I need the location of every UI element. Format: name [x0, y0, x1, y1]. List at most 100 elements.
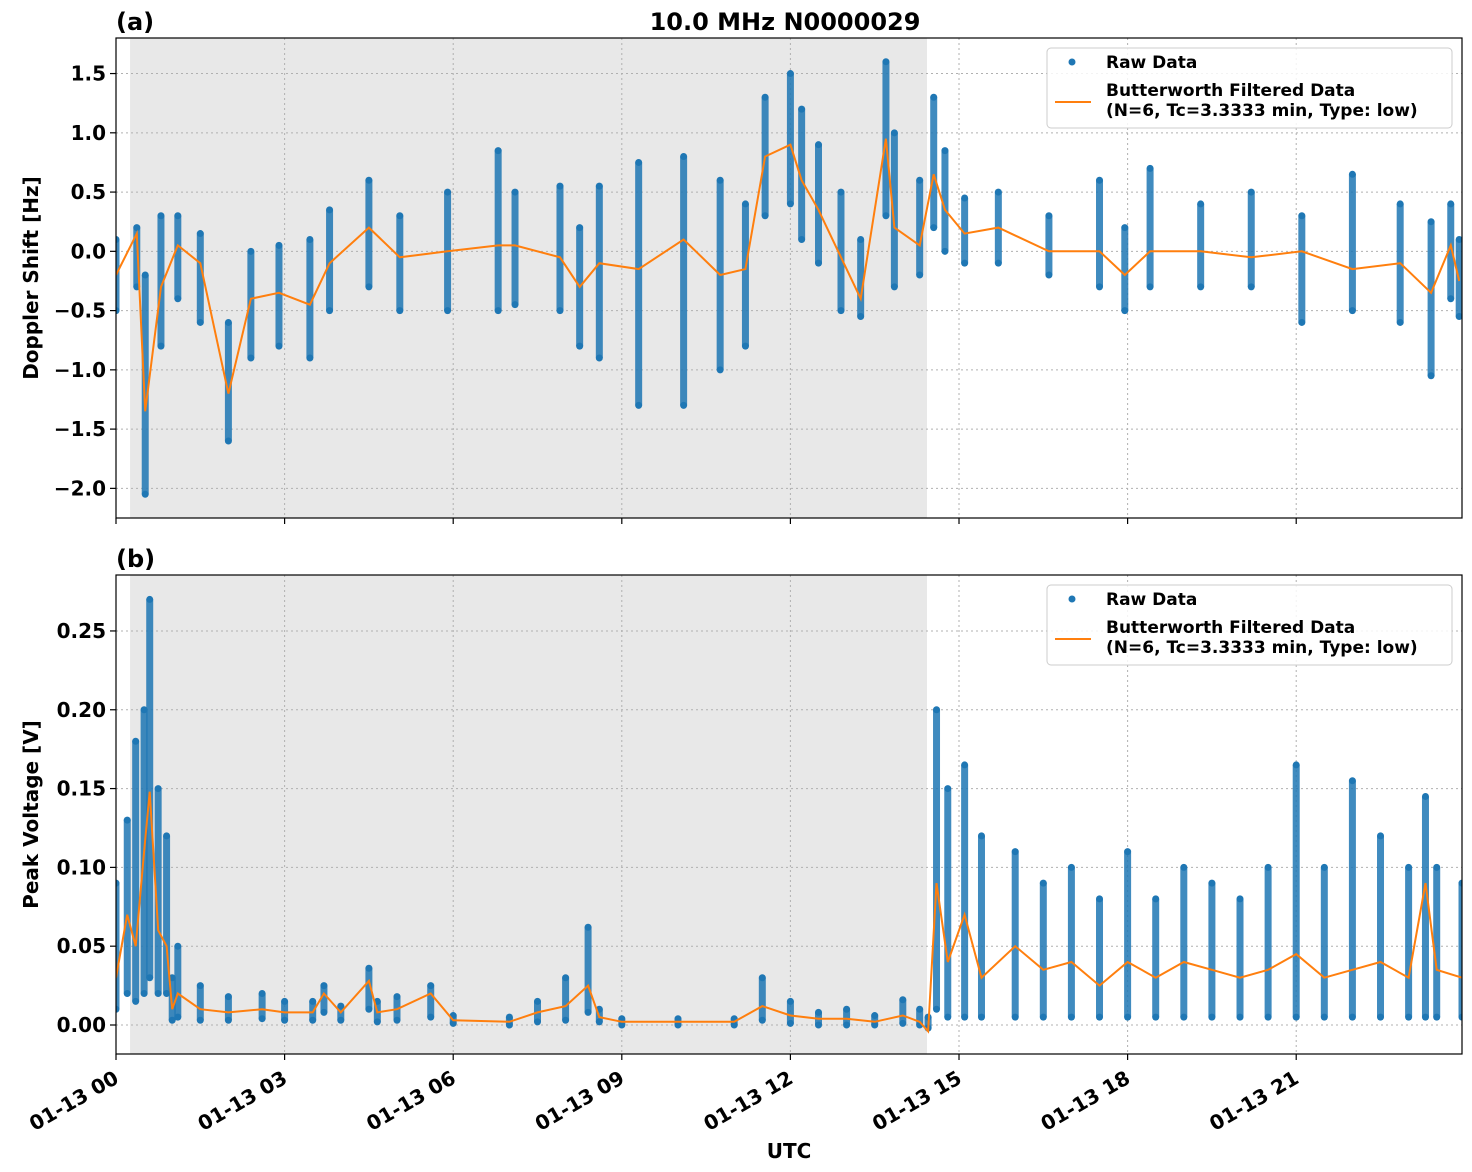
- raw-point: [326, 307, 334, 315]
- x-tick-label: 01-13 21: [1205, 1066, 1303, 1136]
- raw-point: [741, 342, 749, 350]
- raw-point: [1197, 200, 1205, 208]
- raw-point: [309, 997, 317, 1005]
- raw-point: [1405, 1013, 1413, 1021]
- raw-point: [882, 212, 890, 220]
- raw-point: [837, 307, 845, 315]
- raw-point: [1427, 372, 1435, 380]
- raw-point: [224, 318, 232, 326]
- y-tick-label: 0.00: [57, 1013, 106, 1037]
- raw-point: [584, 1008, 592, 1016]
- raw-point: [396, 212, 404, 220]
- raw-point: [798, 105, 806, 113]
- raw-point: [174, 295, 182, 303]
- x-tick-label: 01-13 18: [1037, 1066, 1135, 1136]
- raw-point: [1264, 1013, 1272, 1021]
- raw-point: [505, 1013, 513, 1021]
- raw-point: [281, 997, 289, 1005]
- raw-point: [132, 737, 140, 745]
- raw-point: [1208, 879, 1216, 887]
- raw-point: [1348, 1013, 1356, 1021]
- raw-point: [977, 832, 985, 840]
- shade: [130, 575, 927, 1054]
- raw-point: [758, 974, 766, 982]
- raw-point: [534, 997, 542, 1005]
- raw-point: [871, 1012, 879, 1020]
- y-tick-label: 1.5: [71, 62, 106, 86]
- raw-point: [140, 989, 148, 997]
- raw-point: [1348, 777, 1356, 785]
- raw-point: [1405, 863, 1413, 871]
- raw-point: [444, 307, 452, 315]
- x-tick-label: 01-13 12: [699, 1066, 797, 1136]
- raw-point: [258, 1015, 266, 1023]
- panel-label: (b): [116, 545, 155, 573]
- raw-point: [1067, 1013, 1075, 1021]
- raw-point: [1197, 283, 1205, 291]
- y-tick-label: 0.0: [71, 239, 106, 263]
- raw-point: [1146, 283, 1154, 291]
- raw-point: [494, 307, 502, 315]
- x-tick-label: 01-13 06: [362, 1066, 460, 1136]
- raw-point: [730, 1021, 738, 1029]
- raw-point: [309, 1016, 317, 1024]
- raw-point: [584, 923, 592, 931]
- raw-point: [786, 1019, 794, 1027]
- raw-point: [1180, 863, 1188, 871]
- raw-point: [1292, 761, 1300, 769]
- raw-point: [427, 1013, 435, 1021]
- raw-point: [326, 206, 334, 214]
- raw-point: [857, 235, 865, 243]
- raw-point: [393, 1016, 401, 1024]
- raw-point: [815, 259, 823, 267]
- raw-point: [320, 1008, 328, 1016]
- raw-point: [595, 182, 603, 190]
- raw-point: [761, 212, 769, 220]
- raw-point: [562, 1016, 570, 1024]
- raw-point: [1421, 1013, 1429, 1021]
- raw-point: [758, 1016, 766, 1024]
- raw-point: [899, 1019, 907, 1027]
- raw-point: [857, 313, 865, 321]
- raw-point: [494, 147, 502, 155]
- axes-frame: [115, 574, 1463, 1055]
- raw-point: [140, 706, 148, 714]
- raw-point: [224, 993, 232, 1001]
- raw-point: [132, 997, 140, 1005]
- raw-point: [1455, 235, 1462, 243]
- raw-point: [944, 1013, 952, 1021]
- raw-point: [1121, 224, 1129, 232]
- raw-point: [337, 1016, 345, 1024]
- raw-point: [562, 974, 570, 982]
- raw-point: [365, 964, 373, 972]
- raw-point: [618, 1021, 626, 1029]
- raw-point: [1096, 895, 1104, 903]
- raw-point: [556, 307, 564, 315]
- raw-point: [1152, 895, 1160, 903]
- y-tick-label: 0.25: [57, 619, 106, 643]
- y-tick-label: −1.5: [54, 417, 106, 441]
- raw-point: [146, 974, 154, 982]
- raw-point: [1096, 283, 1104, 291]
- raw-point: [916, 271, 924, 279]
- raw-point: [1152, 1013, 1160, 1021]
- raw-point: [961, 259, 969, 267]
- y-tick-label: 0.5: [71, 180, 106, 204]
- raw-point: [247, 354, 255, 362]
- raw-point: [1292, 1013, 1300, 1021]
- raw-point: [157, 212, 165, 220]
- raw-point: [427, 982, 435, 990]
- raw-point: [786, 200, 794, 208]
- raw-point: [123, 989, 131, 997]
- raw-point: [1421, 792, 1429, 800]
- filtered-line: [116, 791, 1462, 1034]
- raw-point: [916, 1005, 924, 1013]
- raw-point: [1348, 307, 1356, 315]
- raw-point: [716, 366, 724, 374]
- raw-point: [1348, 170, 1356, 178]
- raw-point: [1236, 1013, 1244, 1021]
- filtered-line: [116, 138, 1461, 412]
- raw-point: [674, 1015, 682, 1023]
- raw-point: [815, 1021, 823, 1029]
- raw-point: [994, 259, 1002, 267]
